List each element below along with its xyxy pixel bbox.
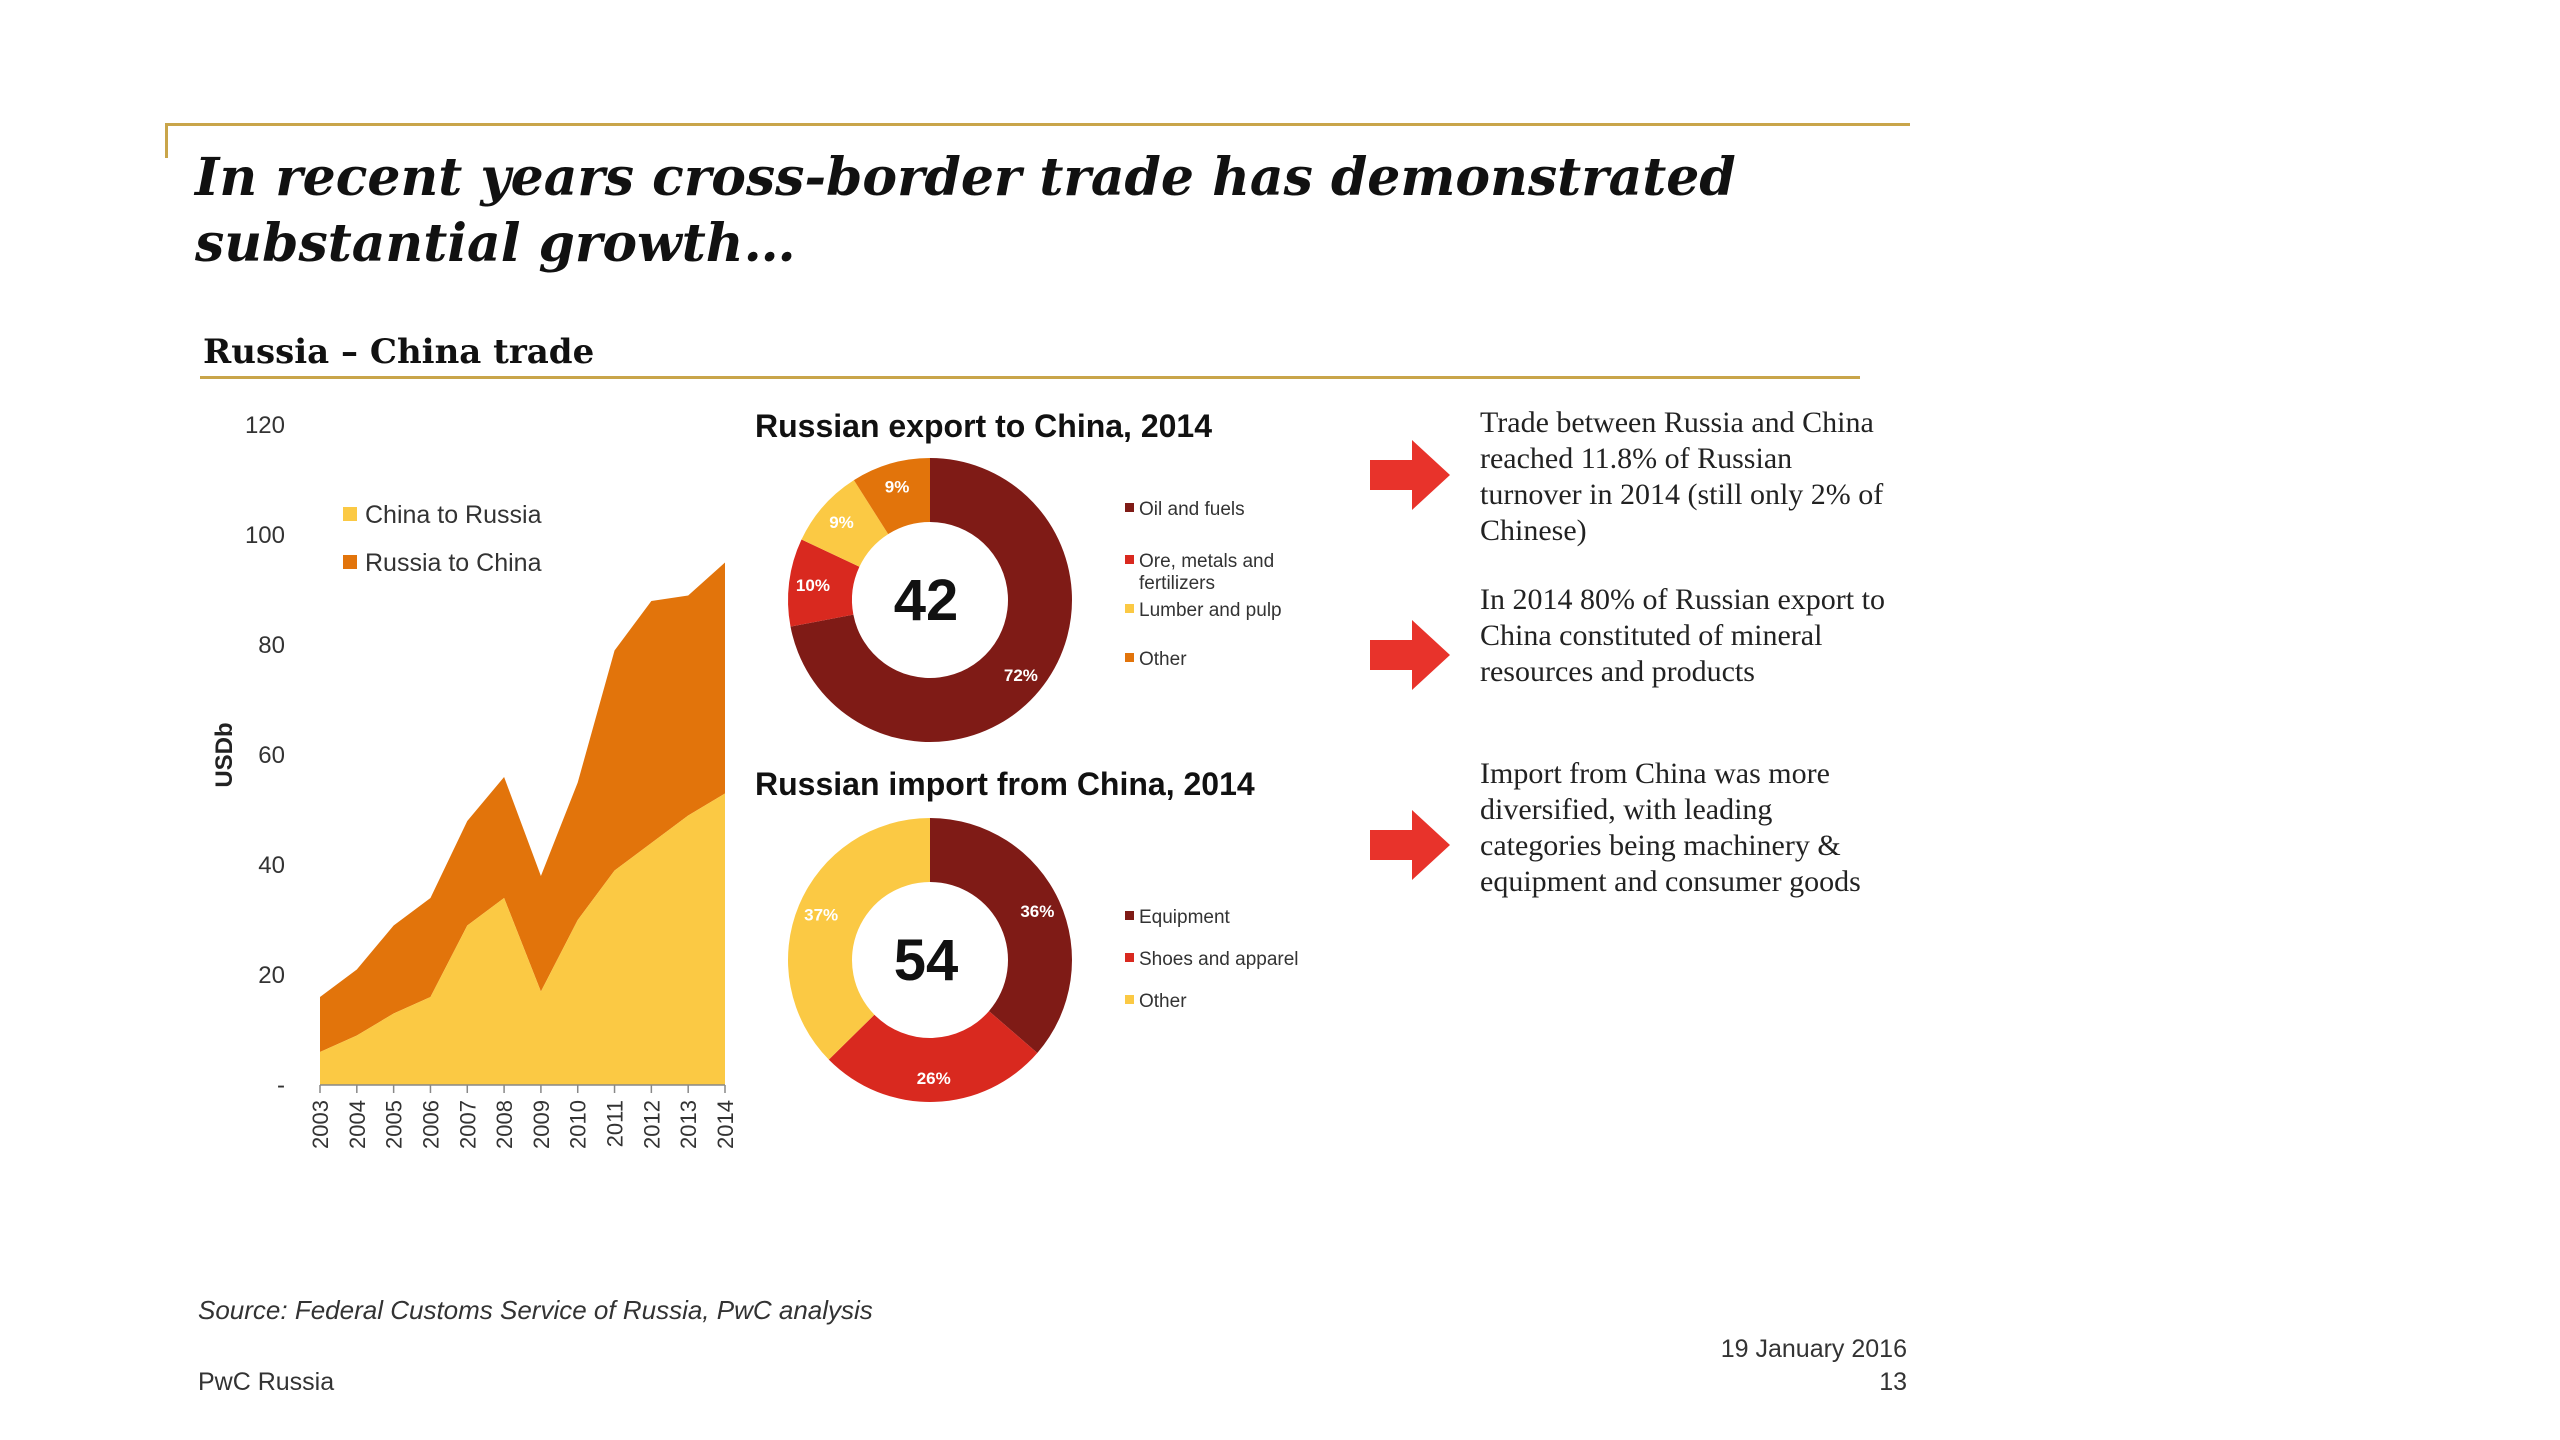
donut-center-total: 42: [894, 568, 959, 633]
footer-date: 19 January 2016: [1720, 1335, 1907, 1363]
legend-label: Oil and fuels: [1139, 499, 1245, 520]
slice-value-label: 72%: [1004, 666, 1038, 685]
right-arrow-icon: [1370, 440, 1450, 515]
legend-label: Shoes and apparel: [1139, 949, 1299, 970]
top-rule-accent: [165, 123, 168, 158]
legend-swatch: [1125, 503, 1134, 512]
legend-swatch: [1125, 653, 1134, 662]
x-tick-label: 2005: [382, 1100, 407, 1149]
x-tick-label: 2006: [418, 1100, 443, 1149]
slice-value-label: 26%: [917, 1069, 951, 1088]
y-tick-label: 60: [258, 742, 285, 769]
donut-slice: [801, 480, 889, 567]
legend-label: Other: [1139, 991, 1187, 1012]
x-tick-label: 2010: [566, 1100, 591, 1149]
area-russia-to-china: [320, 562, 725, 1052]
legend-swatch: [1125, 995, 1134, 1004]
note-export-structure: In 2014 80% of Russian export to China c…: [1480, 583, 1885, 688]
donut-slice: [788, 539, 860, 627]
note-import-structure: Import from China was more diversified, …: [1480, 757, 1861, 898]
legend-label: China to Russia: [365, 501, 542, 529]
page-number: 13: [1879, 1368, 1907, 1396]
y-tick-label: 100: [245, 522, 285, 549]
donut-slice: [790, 458, 1072, 742]
donut-title: Russian export to China, 2014: [755, 408, 1212, 444]
x-tick-label: 2013: [676, 1100, 701, 1149]
x-tick-label: 2003: [308, 1100, 333, 1149]
note-trade-share: Trade between Russia and China reached 1…: [1480, 406, 1884, 547]
legend-swatch: [1125, 604, 1134, 613]
legend-swatch: [1125, 911, 1134, 920]
section-title: Russia – China trade: [203, 332, 595, 372]
top-rule: [165, 123, 1910, 126]
y-tick-label: -: [277, 1072, 285, 1099]
y-tick-label: 80: [258, 632, 285, 659]
donut-slice: [930, 818, 1072, 1053]
slice-value-label: 9%: [829, 513, 854, 532]
x-tick-label: 2014: [713, 1100, 738, 1149]
donut-title: Russian import from China, 2014: [755, 766, 1255, 802]
donut-charts: Russian export to China, 2014 72% 10% 9% 9% 4…: [755, 408, 1299, 1102]
x-tick-label: 2007: [455, 1100, 480, 1149]
donut-center-total: 54: [894, 928, 959, 993]
legend-swatch: [1125, 555, 1134, 564]
legend-swatch: [1125, 953, 1134, 962]
footer-company: PwC Russia: [198, 1368, 335, 1396]
y-axis-label: USDb: [211, 722, 238, 787]
x-tick-label: 2011: [603, 1100, 628, 1147]
right-arrow-icon: [1370, 810, 1450, 885]
slice-value-label: 37%: [804, 905, 838, 924]
x-tick-label: 2009: [529, 1100, 554, 1149]
right-arrow-icon: [1370, 620, 1450, 695]
donut-slice: [853, 458, 930, 535]
x-tick-label: 2004: [345, 1100, 370, 1149]
donut-slice: [788, 818, 930, 1060]
x-tick-label: 2012: [639, 1100, 664, 1149]
section-rule: [200, 376, 1860, 379]
donut-slice: [828, 1011, 1038, 1102]
area-chart: - 20 40 60 80 100 120 USDb 2003 2004 2005 2006 2007 2…: [211, 412, 738, 1149]
slice-value-label: 36%: [1020, 902, 1054, 921]
y-tick-label: 20: [258, 962, 285, 989]
legend-label: Ore, metals and fertilizers: [1139, 551, 1274, 594]
legend-swatch: [343, 555, 357, 569]
x-tick-label: 2008: [492, 1100, 517, 1149]
y-tick-label: 120: [245, 412, 285, 439]
page-title: In recent years cross-border trade has d…: [195, 147, 1736, 274]
legend-label: Russia to China: [365, 549, 542, 577]
area-china-to-russia: [320, 793, 725, 1085]
slice-value-label: 10%: [796, 576, 830, 595]
slice-value-label: 9%: [885, 478, 910, 497]
legend-swatch: [343, 507, 357, 521]
legend-label: Equipment: [1139, 907, 1231, 928]
legend-label: Lumber and pulp: [1139, 600, 1282, 621]
legend-label: Other: [1139, 649, 1187, 670]
source-note: Source: Federal Customs Service of Russi…: [198, 1295, 873, 1325]
y-tick-label: 40: [258, 852, 285, 879]
